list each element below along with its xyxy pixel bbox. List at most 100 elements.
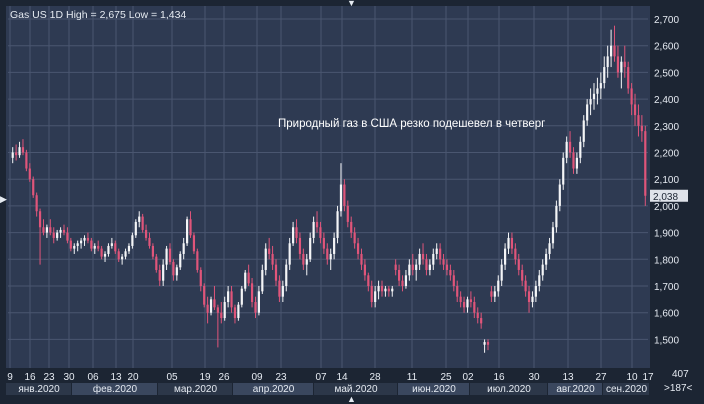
candle-body [52,232,55,238]
candle-body [500,264,503,281]
candle-body [185,219,189,244]
candle-body [387,288,390,292]
candle-body [18,147,21,156]
date-tick-label: 05 [166,372,178,383]
month-label: июл.2020 [487,384,531,395]
candle-body [473,302,476,313]
price-tick-label: 1,900 [654,229,679,240]
candle-body [630,88,633,105]
candle-body [302,253,305,265]
candle-body [531,296,534,303]
candle-body [640,125,643,132]
date-tick-label: 30 [63,372,75,383]
month-band [233,383,313,395]
candle-body [35,195,38,212]
candle-body [408,264,411,276]
candle-body [411,264,414,270]
date-axis[interactable]: 9 16 23 30 06 13 20 05 19 26 09 23 07 14 28 11 25 02 16 30 1… [6,372,654,395]
candle-body [384,288,387,292]
price-tick-label: 1,600 [654,309,679,320]
month-label: авг.2020 [556,384,595,395]
date-tick-label: 23 [275,372,287,383]
candle-body [138,216,141,222]
candle-body [562,157,565,185]
candle-body [247,272,250,284]
candle-body [326,248,329,260]
candle-body [439,248,442,260]
candle-body [538,275,541,286]
candle-body [93,245,96,249]
candle-body [575,157,579,169]
candle-body [278,280,281,297]
candle-body [237,304,240,319]
candle-body [315,221,319,228]
candle-body [59,229,62,233]
candle-body [319,227,322,238]
candle-body [633,104,637,116]
price-axis[interactable]: 2,700 2,600 2,500 2,400 2,300 2,200 2,100 2,000… [650,15,688,346]
candle-body [158,269,161,281]
candle-body [114,243,117,252]
month-band [470,383,547,395]
candle-body [189,219,192,236]
price-tick-label: 2,300 [654,122,679,133]
candle-body [370,286,373,303]
candle-body [322,237,325,249]
candle-body [182,243,185,254]
candle-body [452,275,455,286]
candle-body [493,291,496,297]
candle-body [599,83,602,89]
candle-body [291,227,295,244]
candle-body [244,272,247,289]
candle-body [346,205,349,222]
candle-body [589,99,592,105]
candle-body [240,288,243,305]
date-tick-label: 09 [251,372,263,383]
candle-body [466,299,469,308]
price-axis-area [650,6,704,368]
candle-body [637,115,640,126]
month-label: янв.2020 [18,384,60,395]
triangle-right-icon[interactable]: ▶ [0,194,7,204]
candle-body [79,240,83,244]
candle-body [155,256,158,270]
candle-body [83,237,86,241]
last-price-label: 2,038 [653,192,678,203]
candle-body [613,45,616,57]
candle-body [596,88,599,94]
candle-body [350,221,353,233]
price-tick-label: 1,700 [654,282,679,293]
scroll-range-indicator[interactable]: >187< [664,383,693,394]
candle-body [305,259,308,265]
date-tick-label: 27 [595,372,607,383]
date-tick-label: 19 [199,372,211,383]
candle-body [343,184,346,206]
candle-body [15,152,18,156]
date-tick-label: 26 [218,372,230,383]
price-tick-label: 2,500 [654,68,679,79]
candle-body [572,152,575,169]
price-tick-label: 2,600 [654,42,679,53]
candle-body [555,205,558,228]
candle-body [510,237,514,249]
candle-body [69,240,72,249]
date-tick-label: 14 [336,372,348,383]
candle-body [127,245,131,252]
month-label: июн.2020 [412,384,456,395]
candle-body [401,280,404,286]
candle-body [565,141,568,158]
candle-body [90,240,93,249]
date-tick-label: 30 [528,372,540,383]
candle-body [144,229,148,238]
candle-body [312,221,315,238]
triangle-down-icon[interactable]: ▼ [347,0,356,8]
chart-title: Gas US 1D High = 2,675 Low = 1,434 [10,9,187,21]
bar-count: 407 [672,369,689,380]
candle-body [264,248,267,270]
date-tick-label: 10 [626,372,638,383]
candle-body [254,302,257,313]
candle-body [418,253,421,265]
triangle-up-icon[interactable]: ▲ [347,394,356,404]
candle-body [103,253,107,257]
month-label: апр.2020 [253,384,295,395]
